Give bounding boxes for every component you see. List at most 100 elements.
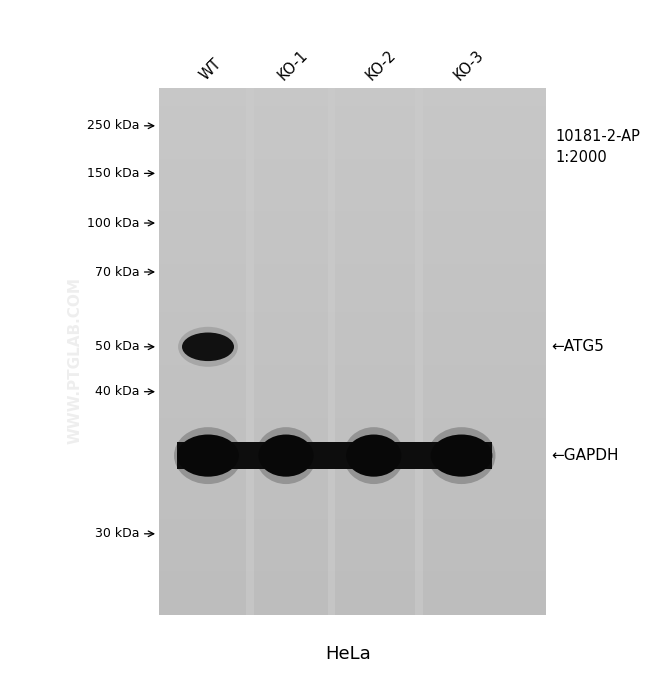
Ellipse shape: [182, 333, 234, 361]
Bar: [159, 483, 546, 488]
Bar: [159, 133, 546, 137]
Bar: [159, 347, 546, 352]
Text: 30 kDa: 30 kDa: [96, 527, 140, 541]
Bar: [159, 163, 546, 167]
Ellipse shape: [177, 435, 239, 477]
Bar: [159, 124, 546, 128]
Ellipse shape: [430, 435, 493, 477]
Ellipse shape: [428, 427, 495, 484]
Bar: [159, 326, 546, 330]
Bar: [159, 523, 546, 528]
Bar: [159, 115, 546, 119]
Bar: [159, 335, 546, 339]
Bar: [159, 224, 546, 229]
Bar: [159, 255, 546, 260]
Bar: [159, 97, 546, 101]
Bar: [159, 479, 546, 483]
Bar: [159, 308, 546, 312]
Bar: [159, 369, 546, 374]
Bar: [159, 339, 546, 343]
Bar: [159, 317, 546, 321]
Bar: [159, 150, 546, 154]
Bar: [159, 181, 546, 185]
Bar: [159, 167, 546, 172]
Bar: [159, 598, 546, 602]
Bar: [159, 471, 546, 475]
Bar: [159, 146, 546, 150]
Bar: [159, 290, 546, 295]
Bar: [159, 238, 546, 242]
Bar: [159, 585, 546, 589]
Bar: [159, 211, 546, 216]
Bar: [159, 110, 546, 115]
Bar: [159, 401, 546, 405]
Bar: [159, 207, 546, 211]
Bar: [159, 356, 546, 360]
Bar: [159, 607, 546, 611]
Bar: [159, 541, 546, 545]
Bar: [159, 611, 546, 615]
Text: 70 kDa: 70 kDa: [95, 265, 140, 279]
Bar: [159, 457, 546, 462]
Bar: [159, 185, 546, 190]
Bar: [159, 405, 546, 409]
Bar: [159, 352, 546, 356]
Bar: [159, 392, 546, 396]
Text: 100 kDa: 100 kDa: [87, 216, 140, 230]
Bar: [159, 194, 546, 198]
Text: KO-2: KO-2: [363, 47, 399, 83]
Bar: [159, 462, 546, 466]
Bar: [415, 88, 423, 615]
Bar: [159, 343, 546, 347]
Bar: [159, 330, 546, 335]
Bar: [159, 576, 546, 580]
Bar: [159, 589, 546, 594]
Bar: [159, 409, 546, 413]
Text: 10181-2-AP
1:2000: 10181-2-AP 1:2000: [556, 129, 641, 165]
Bar: [159, 383, 546, 387]
Text: KO-3: KO-3: [451, 48, 486, 83]
Bar: [159, 501, 546, 506]
Text: WWW.PTGLAB.COM: WWW.PTGLAB.COM: [67, 277, 83, 444]
Bar: [159, 435, 546, 440]
Bar: [159, 519, 546, 523]
Bar: [159, 365, 546, 369]
Bar: [159, 567, 546, 571]
Bar: [159, 514, 546, 519]
Bar: [159, 528, 546, 532]
Bar: [159, 286, 546, 290]
Bar: [159, 449, 546, 453]
Ellipse shape: [178, 327, 238, 367]
Bar: [159, 558, 546, 563]
Bar: [159, 549, 546, 554]
Bar: [159, 387, 546, 392]
Bar: [159, 229, 546, 233]
Bar: [177, 442, 493, 469]
Bar: [159, 154, 546, 158]
Bar: [159, 466, 546, 471]
Bar: [159, 396, 546, 401]
Bar: [159, 453, 546, 457]
Bar: [159, 374, 546, 378]
Bar: [159, 269, 546, 273]
Bar: [159, 594, 546, 598]
Bar: [159, 532, 546, 537]
Bar: [159, 158, 546, 163]
Bar: [246, 88, 254, 615]
Bar: [159, 176, 546, 181]
Bar: [159, 233, 546, 238]
Bar: [159, 510, 546, 514]
Bar: [159, 101, 546, 106]
Bar: [159, 554, 546, 558]
Bar: [159, 203, 546, 207]
Bar: [159, 242, 546, 247]
Bar: [159, 264, 546, 269]
Bar: [159, 137, 546, 141]
Bar: [159, 580, 546, 585]
Bar: [159, 571, 546, 576]
Text: 250 kDa: 250 kDa: [87, 119, 140, 133]
Bar: [159, 444, 546, 449]
Bar: [159, 563, 546, 567]
Bar: [159, 418, 546, 422]
Bar: [159, 277, 546, 282]
